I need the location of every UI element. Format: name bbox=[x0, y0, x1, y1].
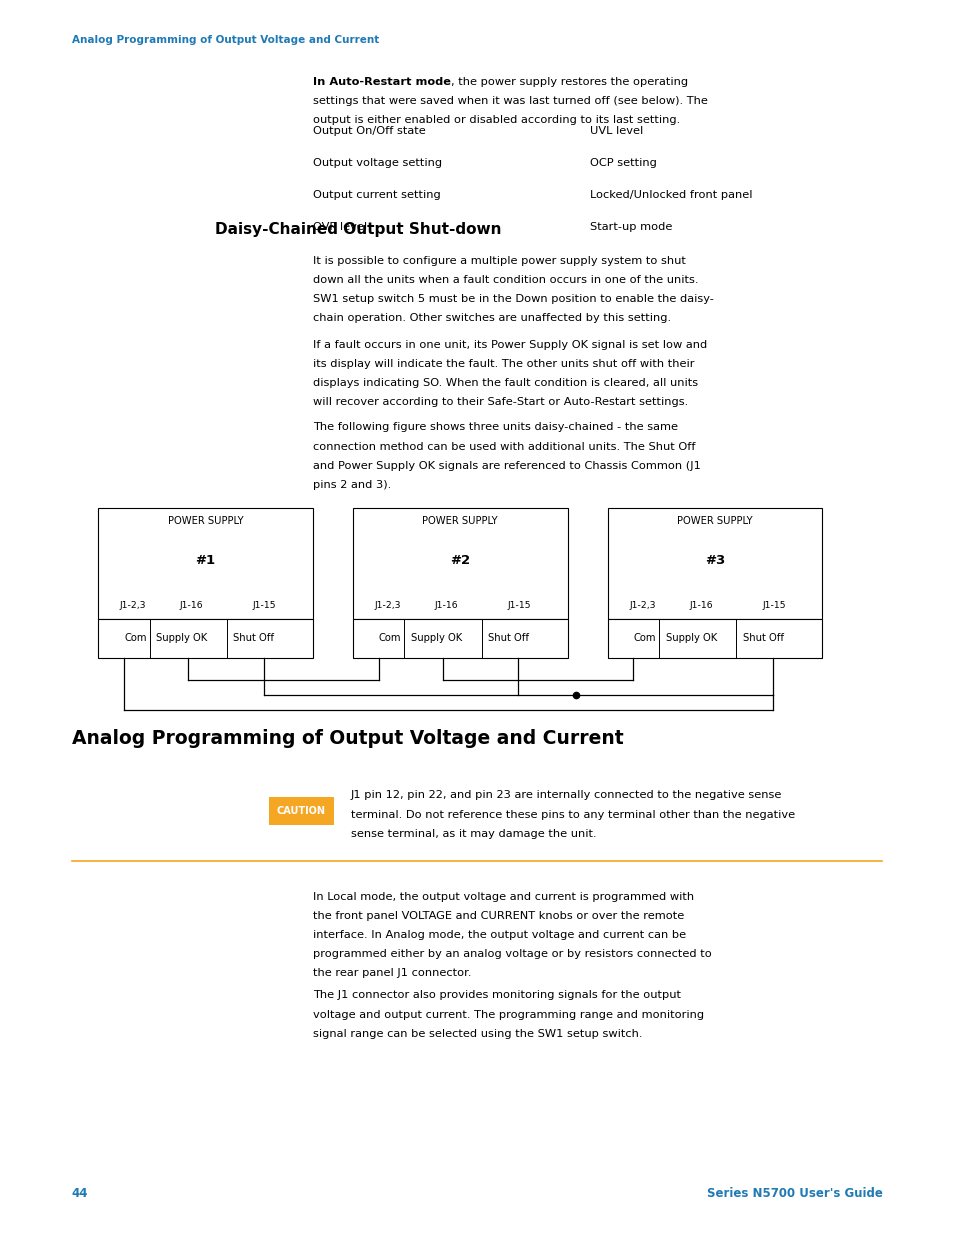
Bar bbox=[353, 508, 567, 619]
Text: down all the units when a fault condition occurs in one of the units.: down all the units when a fault conditio… bbox=[313, 274, 698, 285]
Bar bbox=[607, 508, 821, 619]
Text: The J1 connector also provides monitoring signals for the output: The J1 connector also provides monitorin… bbox=[313, 990, 680, 1000]
Text: Com: Com bbox=[378, 634, 401, 643]
Text: POWER SUPPLY: POWER SUPPLY bbox=[168, 516, 243, 526]
Text: J1-15: J1-15 bbox=[761, 601, 785, 610]
Text: connection method can be used with additional units. The Shut Off: connection method can be used with addit… bbox=[313, 441, 695, 452]
Text: interface. In Analog mode, the output voltage and current can be: interface. In Analog mode, the output vo… bbox=[313, 930, 685, 940]
Text: terminal. Do not reference these pins to any terminal other than the negative: terminal. Do not reference these pins to… bbox=[351, 810, 795, 820]
Text: J1 pin 12, pin 22, and pin 23 are internally connected to the negative sense: J1 pin 12, pin 22, and pin 23 are intern… bbox=[351, 790, 781, 800]
Text: Supply OK: Supply OK bbox=[156, 634, 207, 643]
Text: CAUTION: CAUTION bbox=[276, 805, 326, 816]
Text: Output current setting: Output current setting bbox=[313, 190, 440, 200]
Text: #2: #2 bbox=[450, 555, 470, 567]
Text: J1-16: J1-16 bbox=[179, 601, 203, 610]
Text: POWER SUPPLY: POWER SUPPLY bbox=[677, 516, 752, 526]
Text: and Power Supply OK signals are referenced to Chassis Common (J1: and Power Supply OK signals are referenc… bbox=[313, 461, 700, 471]
Bar bbox=[269, 797, 334, 825]
Text: Daisy-Chained Output Shut-down: Daisy-Chained Output Shut-down bbox=[214, 222, 500, 237]
Text: Supply OK: Supply OK bbox=[411, 634, 461, 643]
Text: sense terminal, as it may damage the unit.: sense terminal, as it may damage the uni… bbox=[351, 829, 596, 839]
Bar bbox=[607, 619, 821, 658]
Text: voltage and output current. The programming range and monitoring: voltage and output current. The programm… bbox=[313, 1010, 703, 1020]
Text: J1-16: J1-16 bbox=[435, 601, 457, 610]
Text: the rear panel J1 connector.: the rear panel J1 connector. bbox=[313, 968, 471, 978]
Text: In Auto-Restart mode: In Auto-Restart mode bbox=[313, 77, 451, 86]
Text: SW1 setup switch 5 must be in the Down position to enable the daisy-: SW1 setup switch 5 must be in the Down p… bbox=[313, 294, 713, 304]
Text: J1-2,3: J1-2,3 bbox=[120, 601, 146, 610]
Text: Analog Programming of Output Voltage and Current: Analog Programming of Output Voltage and… bbox=[71, 729, 622, 747]
Text: , the power supply restores the operating: , the power supply restores the operatin… bbox=[451, 77, 687, 86]
Text: #1: #1 bbox=[195, 555, 215, 567]
Text: Com: Com bbox=[633, 634, 656, 643]
Text: J1-16: J1-16 bbox=[688, 601, 712, 610]
Bar bbox=[353, 619, 567, 658]
Text: Series N5700 User's Guide: Series N5700 User's Guide bbox=[706, 1187, 882, 1200]
Bar bbox=[98, 508, 313, 619]
Text: displays indicating SO. When the fault condition is cleared, all units: displays indicating SO. When the fault c… bbox=[313, 378, 698, 388]
Text: programmed either by an analog voltage or by resistors connected to: programmed either by an analog voltage o… bbox=[313, 948, 711, 960]
Text: Shut Off: Shut Off bbox=[488, 634, 529, 643]
Text: J1-15: J1-15 bbox=[253, 601, 276, 610]
Text: J1-2,3: J1-2,3 bbox=[629, 601, 655, 610]
Text: Start-up mode: Start-up mode bbox=[589, 222, 671, 232]
Text: #3: #3 bbox=[704, 555, 724, 567]
Text: OCP setting: OCP setting bbox=[589, 158, 656, 168]
Text: 44: 44 bbox=[71, 1187, 88, 1200]
Bar bbox=[98, 619, 313, 658]
Text: output is either enabled or disabled according to its last setting.: output is either enabled or disabled acc… bbox=[313, 115, 679, 125]
Text: pins 2 and 3).: pins 2 and 3). bbox=[313, 479, 391, 490]
Text: J1-15: J1-15 bbox=[507, 601, 531, 610]
Text: will recover according to their Safe-Start or Auto-Restart settings.: will recover according to their Safe-Sta… bbox=[313, 398, 687, 408]
Text: Output voltage setting: Output voltage setting bbox=[313, 158, 441, 168]
Text: OVP level: OVP level bbox=[313, 222, 367, 232]
Text: The following figure shows three units daisy-chained - the same: The following figure shows three units d… bbox=[313, 422, 678, 432]
Text: Supply OK: Supply OK bbox=[665, 634, 716, 643]
Text: If a fault occurs in one unit, its Power Supply OK signal is set low and: If a fault occurs in one unit, its Power… bbox=[313, 340, 706, 350]
Text: Locked/Unlocked front panel: Locked/Unlocked front panel bbox=[589, 190, 751, 200]
Text: Com: Com bbox=[124, 634, 147, 643]
Text: Shut Off: Shut Off bbox=[742, 634, 783, 643]
Text: signal range can be selected using the SW1 setup switch.: signal range can be selected using the S… bbox=[313, 1029, 641, 1039]
Text: chain operation. Other switches are unaffected by this setting.: chain operation. Other switches are unaf… bbox=[313, 314, 670, 324]
Text: In Local mode, the output voltage and current is programmed with: In Local mode, the output voltage and cu… bbox=[313, 892, 694, 902]
Text: POWER SUPPLY: POWER SUPPLY bbox=[422, 516, 497, 526]
Text: UVL level: UVL level bbox=[589, 126, 642, 136]
Text: settings that were saved when it was last turned off (see below). The: settings that were saved when it was las… bbox=[313, 96, 707, 106]
Text: It is possible to configure a multiple power supply system to shut: It is possible to configure a multiple p… bbox=[313, 256, 685, 266]
Text: Shut Off: Shut Off bbox=[233, 634, 274, 643]
Text: the front panel VOLTAGE and CURRENT knobs or over the remote: the front panel VOLTAGE and CURRENT knob… bbox=[313, 911, 683, 921]
Text: J1-2,3: J1-2,3 bbox=[374, 601, 400, 610]
Text: its display will indicate the fault. The other units shut off with their: its display will indicate the fault. The… bbox=[313, 358, 694, 369]
Text: Analog Programming of Output Voltage and Current: Analog Programming of Output Voltage and… bbox=[71, 35, 378, 44]
Text: Output On/Off state: Output On/Off state bbox=[313, 126, 425, 136]
